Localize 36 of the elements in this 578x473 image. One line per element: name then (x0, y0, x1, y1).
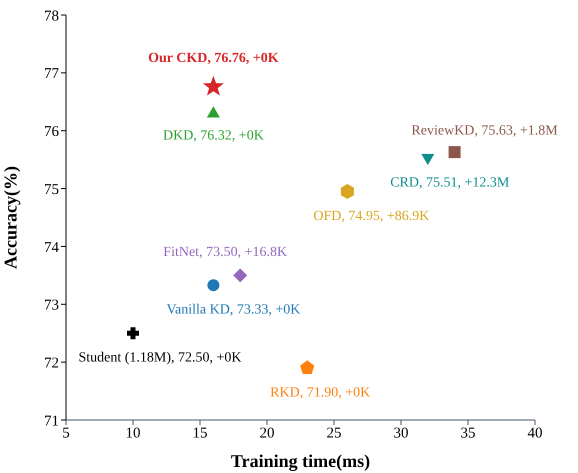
x-tick-label: 30 (394, 426, 408, 442)
point (202, 76, 224, 96)
point (127, 327, 139, 340)
x-tick-label: 15 (192, 426, 208, 442)
series-label: Vanilla KD, 73.33, +0K (166, 302, 300, 318)
y-axis-title: Accuracy(%) (0, 166, 20, 269)
y-tick-label: 75 (44, 182, 59, 198)
y-tick-label: 73 (44, 298, 59, 314)
point (233, 268, 248, 282)
x-tick-label: 25 (326, 426, 342, 442)
series-label: Our CKD, 76.76, +0K (148, 51, 279, 66)
series-label: DKD, 76.32, +0K (162, 128, 264, 144)
x-tick-label: 5 (62, 426, 70, 442)
text: ReviewKD, 75.63, +1.8M (411, 124, 558, 139)
point (421, 154, 434, 166)
x-axis-title: Training time(ms) (230, 451, 370, 471)
series-label: OFD, 74.95, +86.9K (313, 208, 430, 224)
text: CRD, 75.51, +12.3M (390, 176, 510, 191)
x-tick-label: 35 (460, 426, 476, 442)
series-label: FitNet, 73.50, +16.8K (163, 244, 288, 260)
text: Student (1.18M), 72.50, +0K (78, 350, 242, 366)
y-tick-label: 78 (44, 8, 59, 24)
point (300, 360, 314, 374)
point (207, 279, 220, 292)
x-tick-label: 20 (260, 426, 274, 442)
series-label: RKD, 71.90, +0K (270, 385, 370, 400)
y-tick-label: 71 (44, 413, 59, 430)
y-tick-label: 72 (44, 355, 59, 372)
y-tick-label: 76 (44, 124, 60, 140)
y-tick-label: 74 (44, 240, 60, 256)
point (206, 106, 220, 118)
y-tick-label: 77 (44, 66, 60, 82)
point (340, 184, 354, 199)
point (448, 146, 461, 158)
x-tick-label: 40 (528, 426, 542, 442)
x-tick-label: 10 (126, 426, 140, 442)
